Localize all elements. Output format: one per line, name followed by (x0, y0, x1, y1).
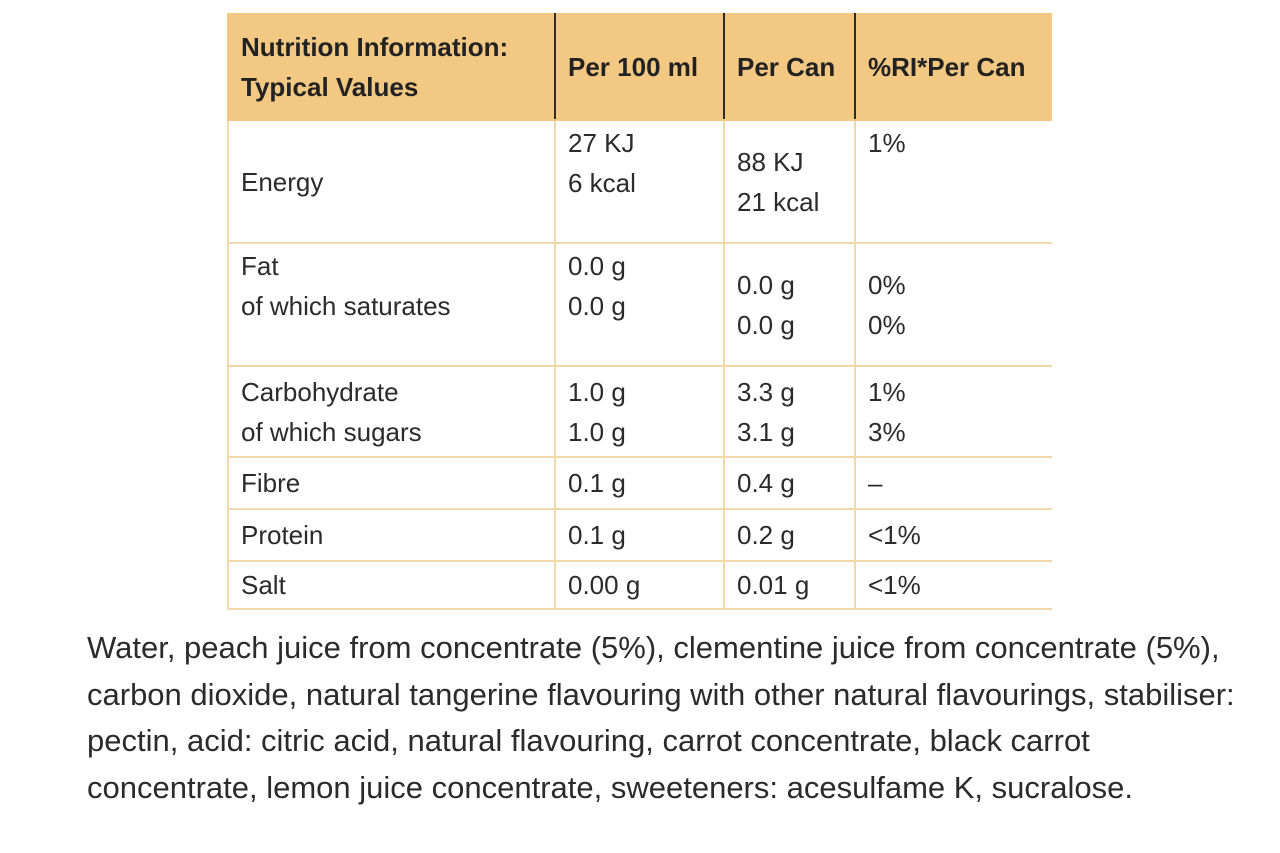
sugars-per-100ml-value: 1.0 g (568, 416, 626, 447)
fat-label-line-2: of which saturates (241, 291, 451, 321)
header-per-can: Per Can (723, 13, 856, 121)
saturates-per-can-value: 0.0 g (737, 309, 795, 340)
fat-label: Fat of which saturates (227, 242, 556, 367)
carb-per-can-value: 3.3 g (737, 376, 795, 407)
header-title-line-2: Typical Values (241, 72, 419, 102)
fibre-per-can: 0.4 g (723, 456, 856, 510)
energy-per-100ml-kj: 27 KJ (568, 128, 635, 158)
sugars-per-can-value: 3.1 g (737, 416, 795, 447)
salt-ri: <1% (854, 560, 1052, 610)
fibre-ri: – (854, 456, 1052, 510)
energy-label-text: Energy (241, 166, 324, 197)
energy-ri-text: 1% (868, 128, 906, 158)
table-row-fat: Fat of which saturates 0.0 g 0.0 g 0.0 g… (227, 242, 1052, 367)
nutrition-table-container: Nutrition Information: Typical Values Pe… (227, 13, 1052, 610)
table-header-row: Nutrition Information: Typical Values Pe… (227, 13, 1052, 121)
header-ri-per-can: %RI*Per Can (854, 13, 1052, 121)
ingredients-text: Water, peach juice from concentrate (5%)… (87, 630, 1235, 805)
header-title-line-1: Nutrition Information: (241, 32, 509, 62)
protein-ri: <1% (854, 508, 1052, 562)
carb-label-line-1: Carbohydrate (241, 376, 399, 407)
carb-per-100ml-value: 1.0 g (568, 376, 626, 407)
energy-per-can-kcal: 21 kcal (737, 186, 820, 217)
fibre-label: Fibre (227, 456, 556, 510)
energy-label: Energy (227, 119, 556, 244)
fat-per-can: 0.0 g 0.0 g (723, 242, 856, 367)
saturates-per-100ml-value: 0.0 g (568, 291, 626, 321)
carb-ri-value: 1% (868, 376, 906, 407)
carb-ri: 1% 3% (854, 365, 1052, 458)
header-nutrition-info: Nutrition Information: Typical Values (227, 13, 556, 121)
fat-ri: 0% 0% (854, 242, 1052, 367)
energy-ri: 1% (854, 119, 1052, 244)
nutrition-table: Nutrition Information: Typical Values Pe… (227, 13, 1052, 610)
energy-per-100ml: 27 KJ 6 kcal (554, 119, 725, 244)
energy-per-can-kj: 88 KJ (737, 146, 804, 177)
protein-per-can: 0.2 g (723, 508, 856, 562)
protein-label: Protein (227, 508, 556, 562)
carb-label-line-2: of which sugars (241, 416, 422, 447)
energy-per-100ml-kcal: 6 kcal (568, 168, 636, 198)
fat-label-line-1: Fat (241, 251, 279, 281)
sugars-ri-value: 3% (868, 416, 906, 447)
fat-per-can-value: 0.0 g (737, 269, 795, 300)
fibre-per-100ml: 0.1 g (554, 456, 725, 510)
table-row-energy: Energy 27 KJ 6 kcal 88 KJ 21 kcal 1% (227, 119, 1052, 244)
saturates-ri-value: 0% (868, 309, 906, 340)
fat-per-100ml: 0.0 g 0.0 g (554, 242, 725, 367)
energy-per-can: 88 KJ 21 kcal (723, 119, 856, 244)
header-per-100ml: Per 100 ml (554, 13, 725, 121)
carb-per-100ml: 1.0 g 1.0 g (554, 365, 725, 458)
table-row-fibre: Fibre 0.1 g 0.4 g – (227, 456, 1052, 510)
salt-per-can: 0.01 g (723, 560, 856, 610)
table-row-protein: Protein 0.1 g 0.2 g <1% (227, 508, 1052, 562)
table-row-carbohydrate: Carbohydrate of which sugars 1.0 g 1.0 g… (227, 365, 1052, 458)
protein-per-100ml: 0.1 g (554, 508, 725, 562)
fat-ri-value: 0% (868, 269, 906, 300)
fat-per-100ml-value: 0.0 g (568, 251, 626, 281)
carb-per-can: 3.3 g 3.1 g (723, 365, 856, 458)
table-row-salt: Salt 0.00 g 0.01 g <1% (227, 560, 1052, 610)
carb-label: Carbohydrate of which sugars (227, 365, 556, 458)
salt-label: Salt (227, 560, 556, 610)
salt-per-100ml: 0.00 g (554, 560, 725, 610)
